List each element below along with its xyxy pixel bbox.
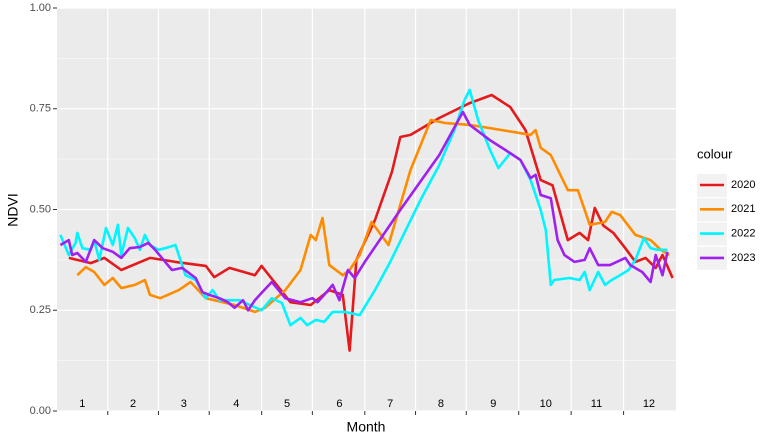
month-label: 1 [79, 398, 85, 410]
series-line [59, 88, 668, 327]
month-label: 3 [181, 398, 187, 410]
month-label: 8 [438, 398, 444, 410]
series-line [59, 110, 669, 312]
month-label: 7 [387, 398, 393, 410]
legend-label: 2020 [731, 179, 755, 191]
legend-label: 2023 [731, 252, 755, 264]
grid [57, 7, 676, 412]
month-label: 11 [591, 398, 602, 410]
month-label: 10 [540, 398, 552, 410]
month-label: 2 [130, 398, 136, 410]
month-label: 4 [233, 398, 239, 410]
y-tick-label: 1.00 [30, 2, 51, 14]
month-label: 5 [284, 398, 290, 410]
axes: 0.000.250.500.751.001 2 3 4 5 6 7 8 9 10 11 12 [30, 2, 655, 417]
month-label: 12 [643, 398, 655, 410]
month-label: 9 [490, 398, 496, 410]
legend-title: colour [697, 146, 733, 161]
y-tick-label: 0.25 [30, 304, 51, 316]
y-tick-label: 0.75 [30, 103, 51, 115]
x-axis-title: Month [347, 419, 386, 435]
y-tick-label: 0.00 [30, 405, 51, 417]
lines [59, 88, 674, 352]
legend: colour 2020 2021 2022 2023 [697, 146, 755, 270]
y-tick-label: 0.50 [30, 203, 51, 215]
month-label: 6 [336, 398, 342, 410]
y-axis-title: NDVI [5, 193, 21, 226]
legend-label: 2022 [731, 228, 755, 240]
legend-label: 2021 [731, 203, 755, 215]
series-line [68, 93, 674, 352]
